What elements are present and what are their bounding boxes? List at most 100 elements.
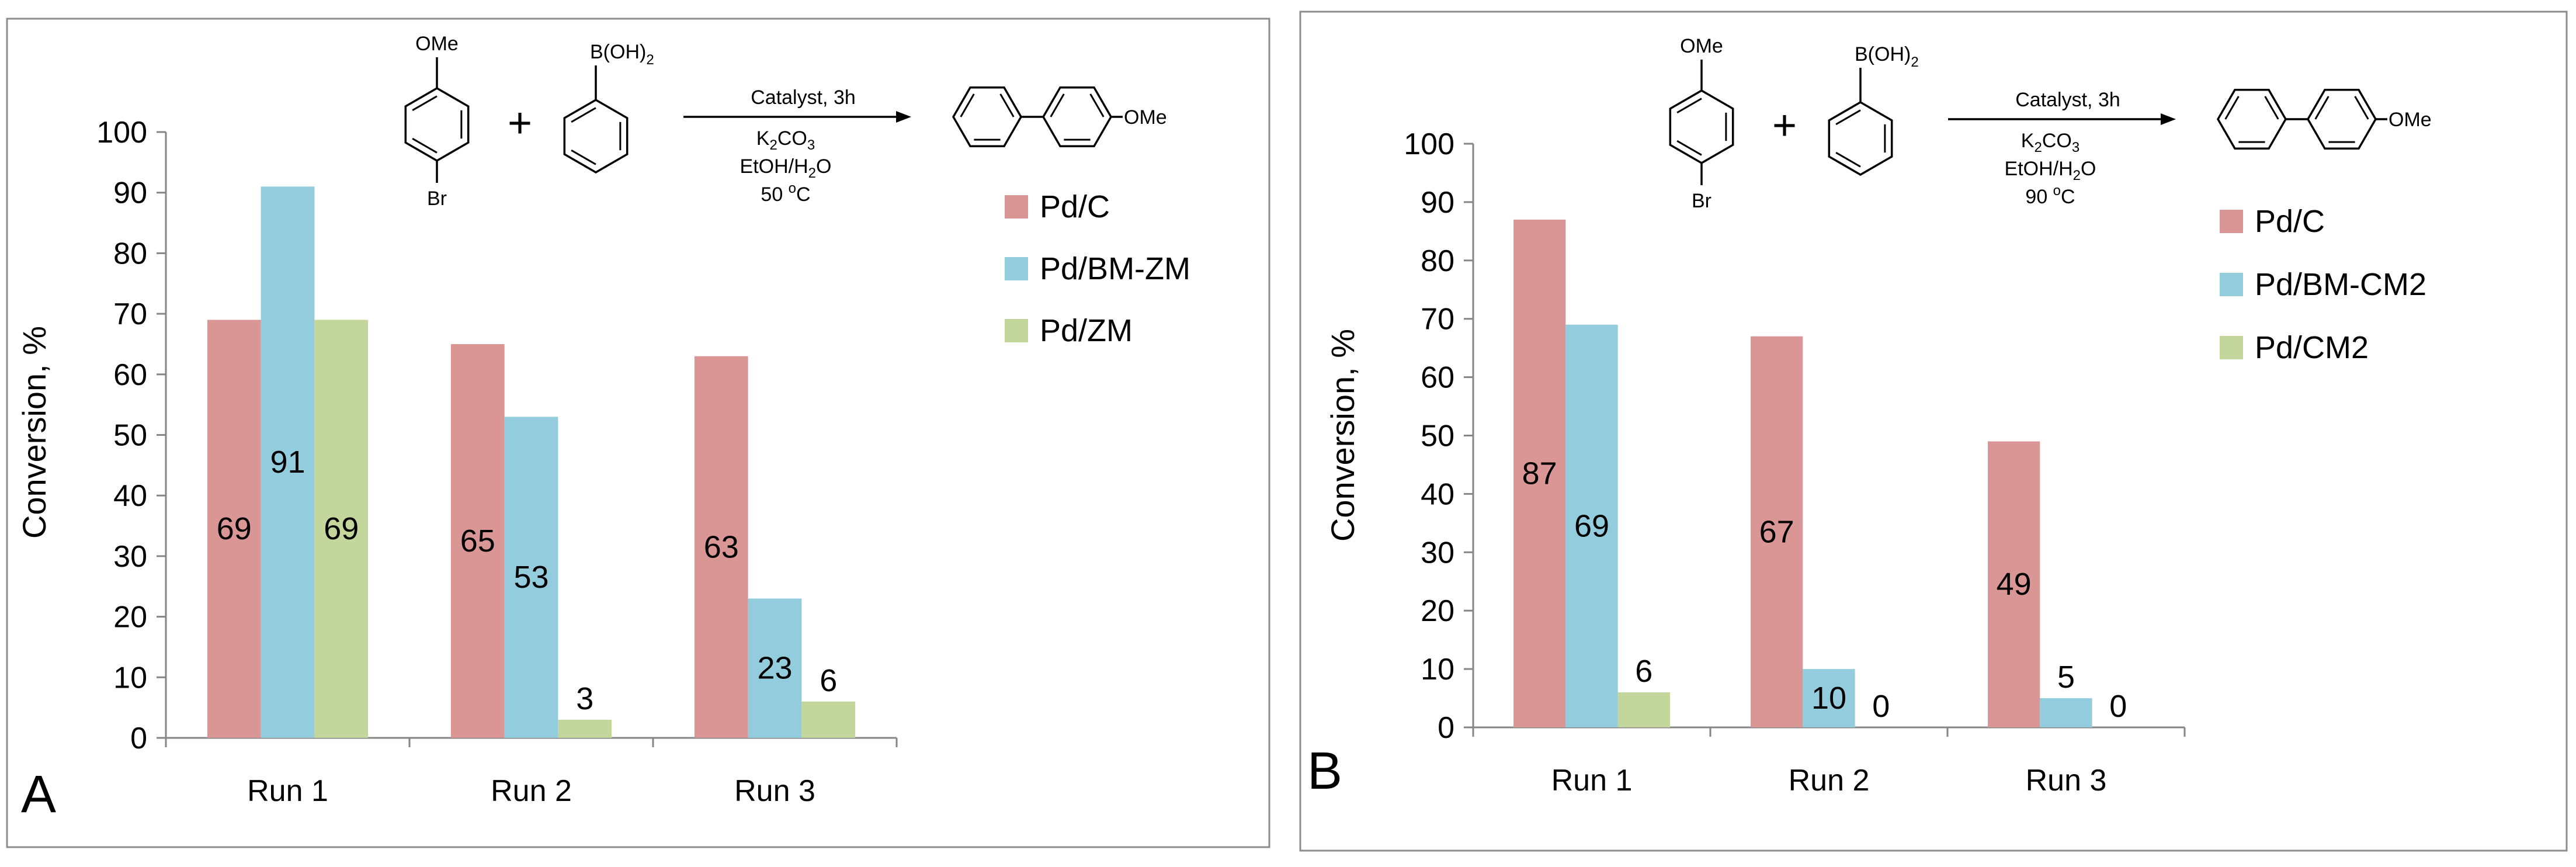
panel-a-y-tick-label: 70 — [113, 297, 147, 331]
panel-b-data-label: 67 — [1759, 514, 1794, 549]
panel-a-bar — [558, 719, 612, 738]
panel-a-legend-swatch — [1005, 319, 1028, 342]
panel-b-y-tick-label: 70 — [1421, 303, 1454, 337]
panel-b-data-label: 87 — [1522, 456, 1557, 491]
panel-a-data-label: 53 — [513, 560, 548, 595]
reaction-temperature-unit: C — [796, 183, 811, 206]
panel-a-y-tick-label: 20 — [113, 601, 147, 634]
reactant2-label-sub: 2 — [1911, 54, 1918, 70]
panel-b-y-tick-label: 50 — [1421, 419, 1454, 453]
panel-b-data-label: 49 — [1997, 567, 2032, 602]
panel-b-bar — [1565, 324, 1618, 727]
panel-b-legend-label: Pd/CM2 — [2255, 330, 2369, 365]
panel-b-legend-swatch — [2220, 210, 2243, 233]
product-ring-1-double-bond-1 — [960, 93, 975, 117]
reactant1-ring-double-bond-0 — [1676, 98, 1702, 114]
panel-b-y-tick-label: 90 — [1421, 186, 1454, 220]
reaction-solvent-main: EtOH/H — [740, 155, 808, 178]
reaction-temperature-unit: C — [2061, 186, 2075, 208]
panel-a-x-tick-label: Run 2 — [491, 774, 572, 808]
panel-b-bar — [1617, 692, 1670, 727]
panel-b-y-tick-label: 80 — [1421, 244, 1454, 278]
panel-a-bar — [801, 701, 856, 738]
reaction-solvent: EtOH/H2O — [2005, 158, 2096, 183]
reactant2-ring-double-bond-1 — [1835, 151, 1861, 168]
reaction-solvent-main: EtOH/H — [2005, 158, 2073, 180]
panel-a-bar — [504, 417, 558, 738]
panel-a-x-tick-label: Run 1 — [247, 774, 328, 808]
panel-a-data-label: 91 — [270, 445, 305, 480]
reaction-solvent-rest: O — [2081, 158, 2096, 180]
panel-a-y-tick-label: 100 — [96, 116, 147, 150]
panel-b-legend-label: Pd/BM-CM2 — [2255, 267, 2426, 302]
panel-a-bar — [694, 356, 748, 738]
panel-b-y-tick-label: 20 — [1421, 594, 1454, 628]
panel-a-y-tick-label: 40 — [113, 479, 147, 513]
panel-b-bar — [2040, 698, 2092, 727]
reactant1-top-label: OMe — [1680, 35, 1723, 57]
reaction-base: K2CO3 — [756, 127, 815, 153]
product-ring-1 — [2216, 89, 2287, 150]
reaction-base-sub2: 3 — [2072, 140, 2079, 155]
panel-b-y-tick-label: 60 — [1421, 361, 1454, 395]
panel-a-legend-label: Pd/BM-ZM — [1040, 251, 1190, 286]
product-ring-1-double-bond-0 — [999, 93, 1015, 117]
product-ring-2-double-bond-1 — [1050, 93, 1065, 117]
panel-a-legend-label: Pd/C — [1040, 189, 1110, 224]
panel-a-data-label: 6 — [820, 663, 837, 698]
product-ring-1-double-bond-0 — [2264, 96, 2279, 120]
panel-a-y-tick-label: 10 — [113, 661, 147, 695]
panel-b-y-tick-label: 30 — [1421, 536, 1454, 570]
reaction-base-k: K — [2021, 130, 2035, 152]
reaction-temperature: 90 oC — [2025, 183, 2075, 208]
reaction-temperature-degree: o — [789, 181, 796, 196]
panel-a-bar — [748, 598, 802, 738]
reaction-base-co: CO — [777, 127, 807, 150]
reactant1-bottom-label: Br — [427, 188, 447, 210]
panel-b-y-tick-label: 100 — [1404, 127, 1454, 161]
reaction-base-sub1: 2 — [769, 137, 777, 153]
panel-b-legend-swatch — [2220, 336, 2243, 359]
panel-b-data-label: 0 — [1872, 689, 1890, 724]
reactant2-ring-double-bond-0 — [571, 107, 596, 123]
reactant1-ring-double-bond-1 — [412, 137, 438, 154]
panel-a-label: A — [21, 765, 56, 824]
reactant2-label: B(OH)2 — [1855, 43, 1919, 70]
reactant2-ring — [1828, 100, 1893, 176]
reaction-base-co: CO — [2042, 130, 2072, 152]
panel-b-data-label: 10 — [1811, 681, 1846, 716]
panel-a-y-tick-label: 90 — [113, 176, 147, 210]
panel-b-x-tick-label: Run 1 — [1551, 764, 1633, 797]
reaction-temperature: 50 oC — [761, 181, 810, 206]
reactant2-label-main: B(OH) — [1855, 43, 1911, 65]
product-ring-2 — [2306, 89, 2377, 150]
reactant2-ring-double-bond-1 — [571, 149, 596, 165]
panel-b-legend-label: Pd/C — [2255, 204, 2325, 239]
reaction-base: K2CO3 — [2021, 130, 2079, 155]
reactant2-ring-double-bond-0 — [1835, 109, 1861, 126]
reaction-arrow-head — [896, 111, 911, 123]
product-ring-1-double-bond-1 — [2224, 96, 2240, 120]
panel-a-bar — [207, 320, 261, 738]
reaction-base-k: K — [756, 127, 770, 150]
reactant2-ring — [563, 98, 629, 174]
panel-a-y-tick-label: 30 — [113, 540, 147, 574]
panel-a-y-tick-label: 50 — [113, 419, 147, 453]
reactant1-bottom-label: Br — [1692, 190, 1711, 212]
product-ring-2 — [1041, 86, 1113, 147]
panel-b-frame — [1299, 11, 2568, 852]
panel-b-data-label: 5 — [2057, 660, 2075, 695]
reaction-temperature-value: 90 — [2025, 186, 2053, 208]
panel-a-legend-swatch — [1005, 195, 1028, 219]
product-ring-2-double-bond-0 — [2354, 96, 2369, 120]
panel-b-bar — [1803, 669, 1855, 727]
panel-b-y-tick-label: 0 — [1438, 711, 1454, 745]
reactant2-label: B(OH)2 — [590, 41, 654, 68]
reaction-solvent-rest: O — [816, 155, 831, 178]
product-ring-2-double-bond-0 — [1089, 93, 1105, 117]
reactant1-top-label: OMe — [415, 33, 459, 55]
product-label: OMe — [1124, 106, 1167, 129]
panel-a-legend-label: Pd/ZM — [1040, 313, 1133, 348]
